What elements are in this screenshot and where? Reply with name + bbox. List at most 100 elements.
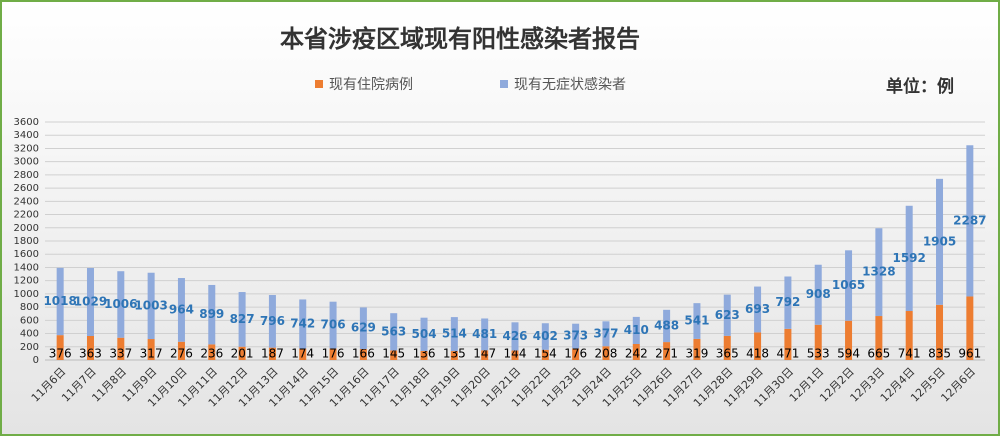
bar-segment xyxy=(845,320,853,360)
bar-segment xyxy=(602,346,610,360)
data-label: 908 xyxy=(806,287,831,301)
data-label: 1006 xyxy=(104,297,137,311)
bar-segment xyxy=(936,178,944,305)
bar-segment xyxy=(420,317,428,352)
data-label: 563 xyxy=(381,324,406,338)
data-label: 706 xyxy=(321,318,346,332)
data-label: 176 xyxy=(564,347,587,361)
bar-segment xyxy=(450,351,458,360)
data-label: 629 xyxy=(351,321,376,335)
data-label: 402 xyxy=(533,329,558,343)
data-label: 964 xyxy=(169,302,194,316)
y-tick-label: 0 xyxy=(33,355,39,366)
bar-segment xyxy=(723,294,731,336)
y-tick-label: 2000 xyxy=(14,223,39,234)
bar-segment xyxy=(86,267,94,337)
bar-segment xyxy=(117,337,125,360)
bar-segment xyxy=(663,309,671,343)
data-label: 201 xyxy=(231,347,254,361)
bar-segment xyxy=(784,276,792,329)
bar-segment xyxy=(177,341,185,360)
bar-segment xyxy=(511,350,519,360)
bar-segment xyxy=(238,292,246,347)
data-label: 488 xyxy=(654,318,679,332)
y-tick-label: 800 xyxy=(20,302,39,313)
bar-segment xyxy=(147,339,155,360)
data-label: 796 xyxy=(260,314,285,328)
bar-segment xyxy=(693,303,701,339)
data-label: 623 xyxy=(715,308,740,322)
bar-segment xyxy=(56,335,64,360)
bar-segment xyxy=(905,311,913,360)
bar-segment xyxy=(966,145,974,297)
chart-title: 本省涉疫区域现有阳性感染者报告 xyxy=(280,25,640,53)
y-tick-label: 2400 xyxy=(14,196,39,207)
bar-segment xyxy=(299,348,307,360)
data-label: 365 xyxy=(716,347,739,361)
data-label: 208 xyxy=(595,347,618,361)
bar-segment xyxy=(814,264,822,325)
bar-segment xyxy=(511,322,519,351)
bar-segment xyxy=(784,328,792,360)
data-label: 792 xyxy=(775,295,800,309)
data-label: 418 xyxy=(746,347,769,361)
data-label: 363 xyxy=(79,347,102,361)
bar-segment xyxy=(359,307,367,350)
data-label: 136 xyxy=(413,347,436,361)
data-label: 426 xyxy=(502,329,527,343)
unit-label: 单位：例 xyxy=(886,76,954,97)
data-label: 504 xyxy=(412,327,437,341)
bar-segment xyxy=(238,346,246,360)
bar-segment xyxy=(693,338,701,360)
bar-segment xyxy=(268,295,276,348)
data-label: 373 xyxy=(563,329,588,343)
bar-segment xyxy=(481,350,489,360)
data-label: 242 xyxy=(625,347,648,361)
data-label: 154 xyxy=(534,347,557,361)
y-tick-label: 1000 xyxy=(14,289,39,300)
bar-segment xyxy=(56,267,64,336)
data-label: 1592 xyxy=(892,251,925,265)
data-label: 961 xyxy=(958,347,981,361)
data-label: 533 xyxy=(807,347,830,361)
bar-segment xyxy=(329,348,337,360)
data-label: 594 xyxy=(837,347,860,361)
bar-segment xyxy=(541,349,549,360)
data-label: 541 xyxy=(684,314,709,328)
bar-segment xyxy=(177,278,185,342)
bar-segment xyxy=(117,271,125,338)
data-label: 319 xyxy=(685,347,708,361)
data-label: 176 xyxy=(322,347,345,361)
data-label: 1905 xyxy=(923,234,956,248)
bar-segment xyxy=(845,250,853,321)
y-tick-label: 1600 xyxy=(14,249,39,260)
bar-segment xyxy=(814,324,822,360)
bar-segment xyxy=(754,332,762,360)
data-label: 276 xyxy=(170,347,193,361)
y-tick-label: 2600 xyxy=(14,183,39,194)
legend-swatch xyxy=(500,80,508,88)
data-label: 1065 xyxy=(832,278,865,292)
y-tick-label: 1800 xyxy=(14,236,39,247)
data-label: 481 xyxy=(472,327,497,341)
legend: 现有住院病例 现有无症状感染者 xyxy=(315,76,626,93)
bar-segment xyxy=(966,296,974,360)
y-tick-label: 600 xyxy=(20,315,39,326)
data-label: 147 xyxy=(473,347,496,361)
data-label: 827 xyxy=(230,312,255,326)
data-label: 693 xyxy=(745,302,770,316)
data-label: 187 xyxy=(261,347,284,361)
bar-segment xyxy=(481,318,489,351)
bar-segment xyxy=(299,299,307,349)
data-label: 835 xyxy=(928,347,951,361)
data-label: 271 xyxy=(655,347,678,361)
bar-segment xyxy=(390,313,398,351)
bar-segment xyxy=(86,336,94,360)
bar-segment xyxy=(875,316,883,360)
data-label: 145 xyxy=(382,347,405,361)
data-label: 174 xyxy=(291,347,314,361)
data-label: 1018 xyxy=(43,294,76,308)
bar-segment xyxy=(602,321,610,347)
